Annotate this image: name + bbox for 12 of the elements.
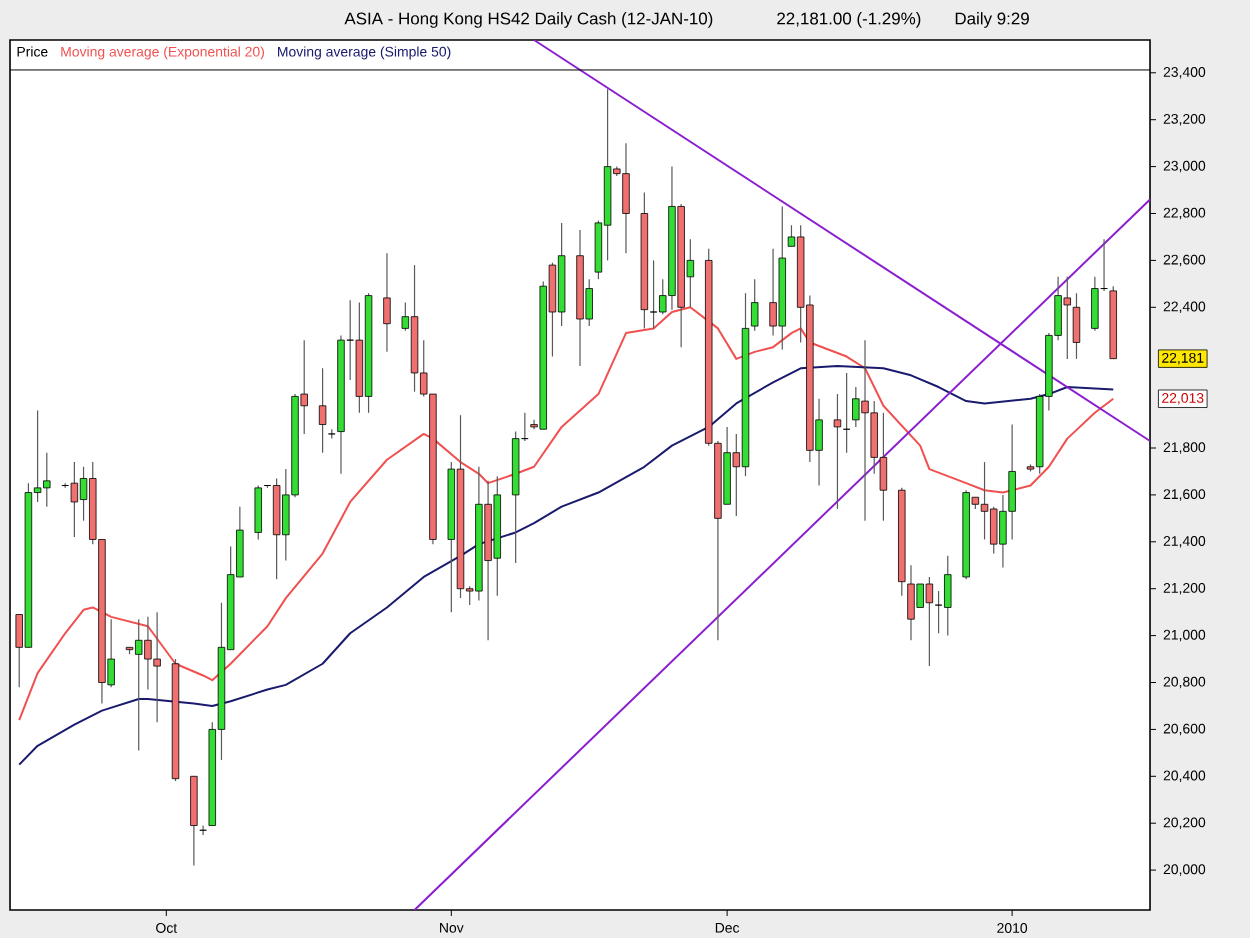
candlestick: [750, 278, 759, 332]
line-series: [18, 306, 1115, 722]
text: 22,181.00 (-1.29%): [777, 12, 921, 29]
candlestick: [318, 367, 327, 454]
line-series: [18, 365, 1115, 766]
candlestick: [1072, 292, 1081, 360]
candlestick: [254, 485, 262, 541]
candlestick: [383, 252, 391, 353]
candlestick: [833, 393, 842, 510]
chart-title: ASIA - Hong Kong HS42 Daily Cash (12-JAN-10): [344, 12, 713, 29]
candlestick: [1091, 276, 1099, 332]
text: Daily 9:29: [955, 12, 1029, 29]
